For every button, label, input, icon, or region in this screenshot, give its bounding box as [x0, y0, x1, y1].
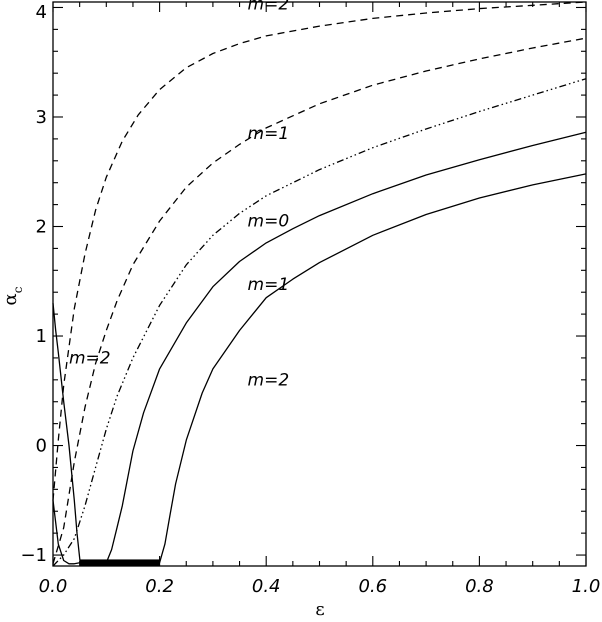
x-tick-label: 0.6: [358, 576, 387, 597]
series-solid-6: [52, 500, 80, 565]
curve-label: m=2: [248, 370, 290, 390]
curve-label: m=2: [69, 348, 111, 368]
curve-label: m=2: [248, 0, 290, 15]
curve-label: m=1: [248, 124, 290, 144]
x-tick-label: 0.8: [465, 576, 494, 597]
curve-labels: m=2 m=1 m=0 m=1 m=2 m=2: [69, 0, 289, 390]
curves: [52, 1, 587, 567]
series-dashed-1: [52, 37, 587, 564]
x-axis-title: ε: [315, 599, 324, 620]
y-tick-label: 0: [36, 436, 47, 457]
series-solid-3: [105, 131, 587, 563]
band-rect: [79, 559, 160, 566]
x-tick-label: 0.0: [39, 576, 68, 597]
axis-ticks: [52, 2, 587, 566]
series-solid-4: [158, 173, 587, 563]
x-tick-label: 0.4: [252, 576, 281, 597]
y-axis-title-subscript: c: [11, 286, 25, 293]
series-dash-dot-2: [52, 78, 587, 567]
y-axis-title: αc: [0, 286, 25, 305]
y-axis-title-symbol: α: [0, 293, 21, 305]
x-tick-labels: 0.0 0.2 0.4 0.6 0.8 1.0: [39, 576, 601, 597]
y-tick-label: 4: [36, 2, 47, 23]
x-tick-label: 1.0: [572, 576, 601, 597]
series-solid-5: [52, 303, 81, 563]
y-axis-title-main: αc: [0, 286, 25, 305]
y-tick-labels: −1 0 1 2 3 4: [20, 2, 47, 566]
plot-frame: [52, 1, 587, 567]
y-tick-label: 3: [36, 107, 47, 128]
y-tick-label: 1: [36, 326, 47, 347]
curve-label: m=0: [248, 212, 290, 232]
series-dashed-0: [52, 1, 587, 501]
band-region: [79, 559, 160, 566]
x-tick-label: 0.2: [145, 576, 174, 597]
curve-label: m=1: [248, 275, 290, 295]
y-tick-label: 2: [36, 217, 47, 238]
y-tick-label: −1: [20, 545, 47, 566]
